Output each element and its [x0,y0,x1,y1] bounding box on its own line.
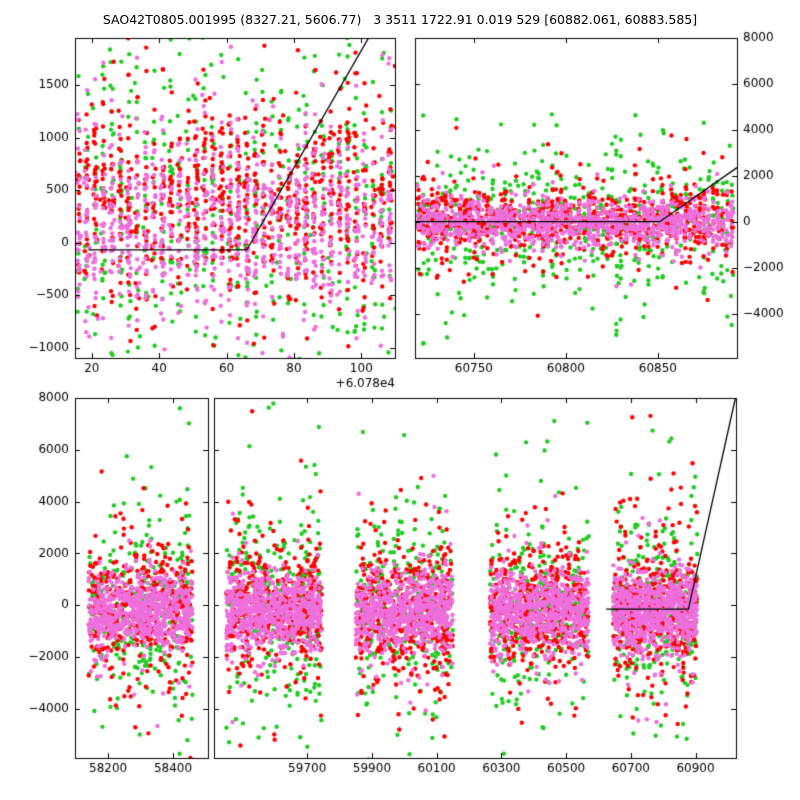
plot-bottom-left [20,388,210,798]
plot-bottom-right [212,388,795,798]
plot-top-right [410,28,796,396]
plot-top-left [20,28,400,396]
figure-title: SAO42T0805.001995 (8327.21, 5606.77) 3 3… [102,12,698,27]
